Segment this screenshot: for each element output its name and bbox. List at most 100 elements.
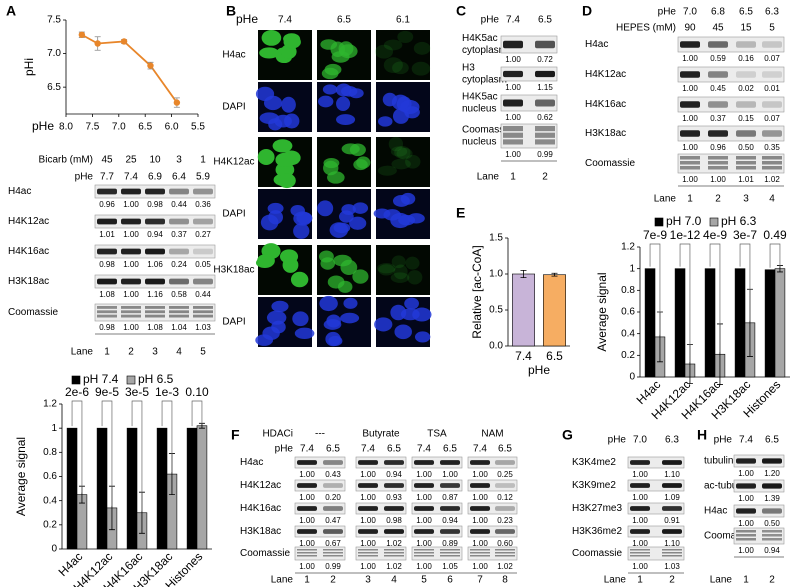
band [495, 460, 515, 465]
blot-label: H3K27me3 [572, 503, 622, 514]
p-value: 0.49 [763, 228, 787, 242]
nucleus [324, 63, 342, 76]
lane-number: 1 [743, 575, 749, 586]
panel-label: H [697, 427, 707, 443]
band-quantity: 0.98 [99, 323, 115, 332]
header-value: 6.5 [387, 444, 401, 455]
y-tick-label: 0.6 [621, 307, 635, 318]
band [440, 552, 460, 554]
band-quantity: 1.00 [738, 519, 754, 528]
band [708, 130, 728, 137]
band-quantity: 1.00 [360, 562, 376, 571]
bracket [101, 400, 113, 506]
band-quantity: 1.00 [416, 539, 432, 548]
blot-label: H4ac [704, 506, 727, 517]
band-quantity: 1.00 [682, 143, 698, 152]
band [708, 156, 728, 160]
band [440, 549, 460, 551]
band-quantity: 1.00 [682, 84, 698, 93]
band-quantity: 0.99 [325, 562, 341, 571]
panel-label: C [456, 3, 466, 19]
band [535, 126, 555, 132]
header-value: 7.4 [417, 444, 431, 455]
band-quantity: 1.00 [123, 200, 139, 209]
blot-label: H4K5ac [462, 33, 498, 44]
band-quantity: 0.35 [764, 143, 780, 152]
band [384, 555, 404, 557]
blot-frame [733, 504, 785, 518]
nucleus [281, 96, 296, 113]
header-value: 7.4 [300, 444, 314, 455]
micrograph [376, 245, 430, 295]
band [662, 460, 682, 465]
point [147, 62, 154, 69]
band [323, 460, 343, 465]
band-quantity: 1.00 [416, 516, 432, 525]
blot-label: Coomassie [704, 531, 754, 542]
band [297, 460, 317, 465]
band [358, 529, 378, 534]
nucleus [390, 304, 407, 321]
blot-frame [294, 456, 346, 469]
micrograph-bg [376, 137, 430, 187]
band [414, 549, 434, 551]
band-quantity: 1.00 [472, 516, 488, 525]
band-quantity: 1.00 [505, 113, 521, 122]
group-label: HDACi [262, 429, 293, 440]
band [145, 248, 165, 255]
nucleus [405, 154, 421, 169]
micrograph [376, 82, 430, 132]
band-quantity: 1.09 [664, 493, 680, 502]
blot-label: H3K18ac [585, 128, 626, 139]
band-quantity: 0.62 [537, 113, 553, 122]
band [323, 555, 343, 557]
x-tick-label: 6.5 [138, 122, 152, 133]
band [297, 529, 317, 534]
lane-number: 8 [502, 575, 508, 586]
y-tick-label: 1 [51, 423, 57, 434]
band [297, 555, 317, 557]
band-quantity: 1.00 [738, 494, 754, 503]
x-tick-label: 7.5 [85, 122, 99, 133]
nucleus [257, 254, 275, 268]
nucleus [340, 259, 358, 275]
nucleus [374, 44, 394, 59]
nucleus [352, 202, 369, 214]
nucleus [326, 314, 341, 328]
nucleus [391, 158, 411, 170]
band-quantity: 1.39 [764, 494, 780, 503]
blot-label: K3K4me2 [572, 457, 616, 468]
y-tick-label: 0.5 [489, 305, 503, 316]
band [384, 460, 404, 465]
header-value: 6.5 [739, 7, 753, 18]
band-quantity: 1.08 [147, 323, 163, 332]
band [297, 552, 317, 554]
band [736, 156, 756, 160]
panel-label: B [226, 3, 236, 19]
point [120, 38, 128, 45]
nucleus [255, 334, 274, 346]
band [121, 310, 141, 314]
bar [543, 274, 566, 347]
band [762, 161, 782, 165]
blot-label: cytoplasm [462, 45, 507, 56]
p-value: 1e-12 [670, 228, 701, 242]
band [121, 278, 141, 285]
band-quantity: 1.01 [99, 230, 115, 239]
blot-label: H4K12ac [585, 69, 626, 80]
band-quantity: 1.00 [472, 470, 488, 479]
lane-label: Lane [710, 575, 733, 586]
header-value: 25 [125, 155, 137, 166]
band-quantity: 1.00 [632, 493, 648, 502]
p-value: 1e-3 [155, 385, 179, 399]
band-quantity: 1.15 [537, 83, 553, 92]
band-quantity: 0.02 [738, 84, 754, 93]
band [630, 506, 650, 511]
band-quantity: 0.44 [171, 200, 187, 209]
nucleus [394, 145, 411, 160]
bracket [739, 243, 751, 321]
y-tick-label: 6.5 [47, 82, 61, 93]
nucleus [407, 270, 423, 285]
band [145, 278, 165, 285]
